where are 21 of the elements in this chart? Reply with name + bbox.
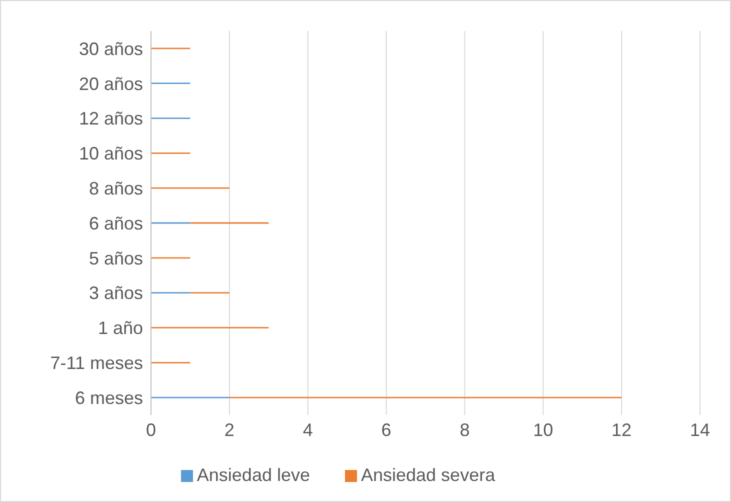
x-tick-label: 4 [302,420,313,440]
y-tick-label: 20 años [78,74,143,94]
x-tick-label: 14 [690,420,710,440]
y-tick-label: 7-11 meses [50,353,143,374]
y-tick-label: 5 años [88,248,143,268]
x-tick-label: 10 [533,420,554,440]
y-tick-label: 12 años [78,108,143,129]
y-tick-label: 10 años [78,144,143,164]
y-tick-label: 30 años [78,38,143,59]
x-tick-label: 8 [460,420,470,440]
y-tick-label: 6 años [88,213,143,234]
y-tick-label: 6 meses [74,388,143,408]
x-tick-label: 2 [224,420,234,440]
y-tick-label: 8 años [88,178,143,198]
x-tick-label: 6 [381,420,392,440]
y-tick-label: 3 años [88,283,143,304]
legend-label: Ansiedad severa [361,465,496,485]
x-tick-label: 0 [146,420,156,440]
y-tick-label: 1 año [98,318,143,338]
x-tick-label: 12 [612,420,632,440]
legend-label: Ansiedad leve [196,465,310,485]
